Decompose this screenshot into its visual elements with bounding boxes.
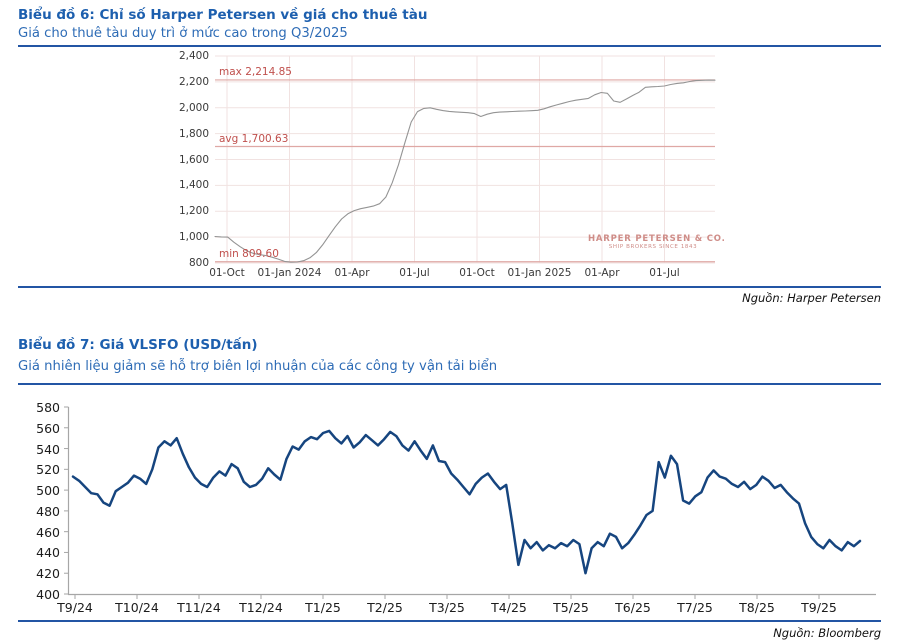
chart1-y-tick-label: 1,200 [178, 205, 209, 218]
chart1-x-tick-label: 01-Apr [334, 267, 370, 279]
chart2-x-tick-label: T2/25 [367, 600, 403, 615]
chart1-y-tick-label: 2,200 [178, 75, 209, 88]
chart2-x-tick-label: T8/25 [739, 600, 775, 615]
min-annotation-label: min 809.60 [219, 248, 279, 260]
chart1-x-tick-label: 01-Oct [459, 267, 495, 279]
figure7-title: Biểu đồ 7: Giá VLSFO (USD/tấn) [18, 337, 258, 353]
avg-annotation-label: avg 1,700.63 [219, 133, 289, 145]
chart2-y-tick-label: 400 [36, 587, 60, 602]
chart1-y-tick-label: 2,400 [178, 50, 209, 62]
chart2-x-tick-label: T12/24 [239, 600, 283, 615]
harper-petersen-watermark: Harper Petersen & Co. Ship brokers since… [588, 234, 726, 250]
chart1-x-tick-label: 01-Jan 2025 [507, 267, 572, 279]
chart2-y-tick-label: 520 [36, 462, 60, 478]
chart1-x-tick-label: 01-Oct [209, 267, 245, 279]
max-annotation-label: max 2,214.85 [219, 66, 292, 78]
chart2-x-tick-label: T11/24 [177, 600, 221, 615]
chart2-x-tick-label: T9/25 [801, 600, 837, 615]
chart1-y-tick-label: 1,600 [178, 153, 209, 166]
chart2-x-tick-label: T3/25 [429, 600, 465, 615]
chart2-y-tick-label: 540 [36, 441, 60, 457]
watermark-tagline: Ship brokers since 1843 [608, 244, 698, 250]
chart1-x-tick-label: 01-Jan 2024 [257, 267, 322, 279]
figure7-bottom-divider [18, 620, 881, 622]
chart1-y-tick-label: 1,000 [178, 231, 209, 244]
chart2-x-tick-label: T1/25 [305, 600, 341, 615]
figure7-subtitle: Giá nhiên liệu giảm sẽ hỗ trợ biên lợi n… [18, 359, 498, 374]
vlsfo-price-line [71, 429, 862, 575]
chart2-y-tick-label: 580 [36, 400, 60, 415]
chart2-x-tick-label: T10/24 [115, 600, 159, 615]
chart2-x-tick-label: T4/25 [491, 600, 527, 615]
chart1-y-tick-label: 1,400 [178, 179, 209, 192]
chart1-y-tick-label: 1,800 [178, 127, 209, 140]
harper-petersen-chart [214, 55, 716, 264]
chart1-y-tick-label: 2,000 [178, 101, 209, 114]
figure7-top-divider [18, 383, 881, 385]
chart2-x-tick-label: T5/25 [553, 600, 589, 615]
vlsfo-price-chart [64, 406, 876, 599]
chart2-y-tick-label: 420 [36, 566, 60, 582]
figure7-source: Nguồn: Bloomberg [773, 626, 881, 640]
chart2-y-tick-label: 440 [36, 545, 60, 561]
chart1-y-tick-label: 800 [188, 257, 209, 269]
figure6-source: Nguồn: Harper Petersen [742, 291, 881, 305]
chart2-y-tick-label: 560 [36, 420, 60, 436]
harper-index-line [214, 79, 716, 263]
chart2-y-tick-label: 500 [36, 483, 60, 499]
chart2-x-tick-label: T6/25 [615, 600, 651, 615]
chart1-x-tick-label: 01-Apr [584, 267, 620, 279]
chart2-x-tick-label: T9/24 [57, 600, 93, 615]
figure6-subtitle: Giá cho thuê tàu duy trì ở mức cao trong… [18, 26, 348, 41]
watermark-name: Harper Petersen & Co. [588, 234, 726, 244]
chart2-x-tick-label: T7/25 [677, 600, 713, 615]
chart1-x-tick-label: 01-Jul [399, 267, 430, 279]
figure6-top-divider [18, 45, 881, 47]
chart1-x-tick-label: 01-Jul [649, 267, 680, 279]
figure6-bottom-divider [18, 286, 881, 288]
chart2-y-tick-label: 460 [36, 524, 60, 540]
figure6-title: Biểu đồ 6: Chỉ số Harper Petersen về giá… [18, 7, 428, 23]
chart2-y-tick-label: 480 [36, 503, 60, 519]
